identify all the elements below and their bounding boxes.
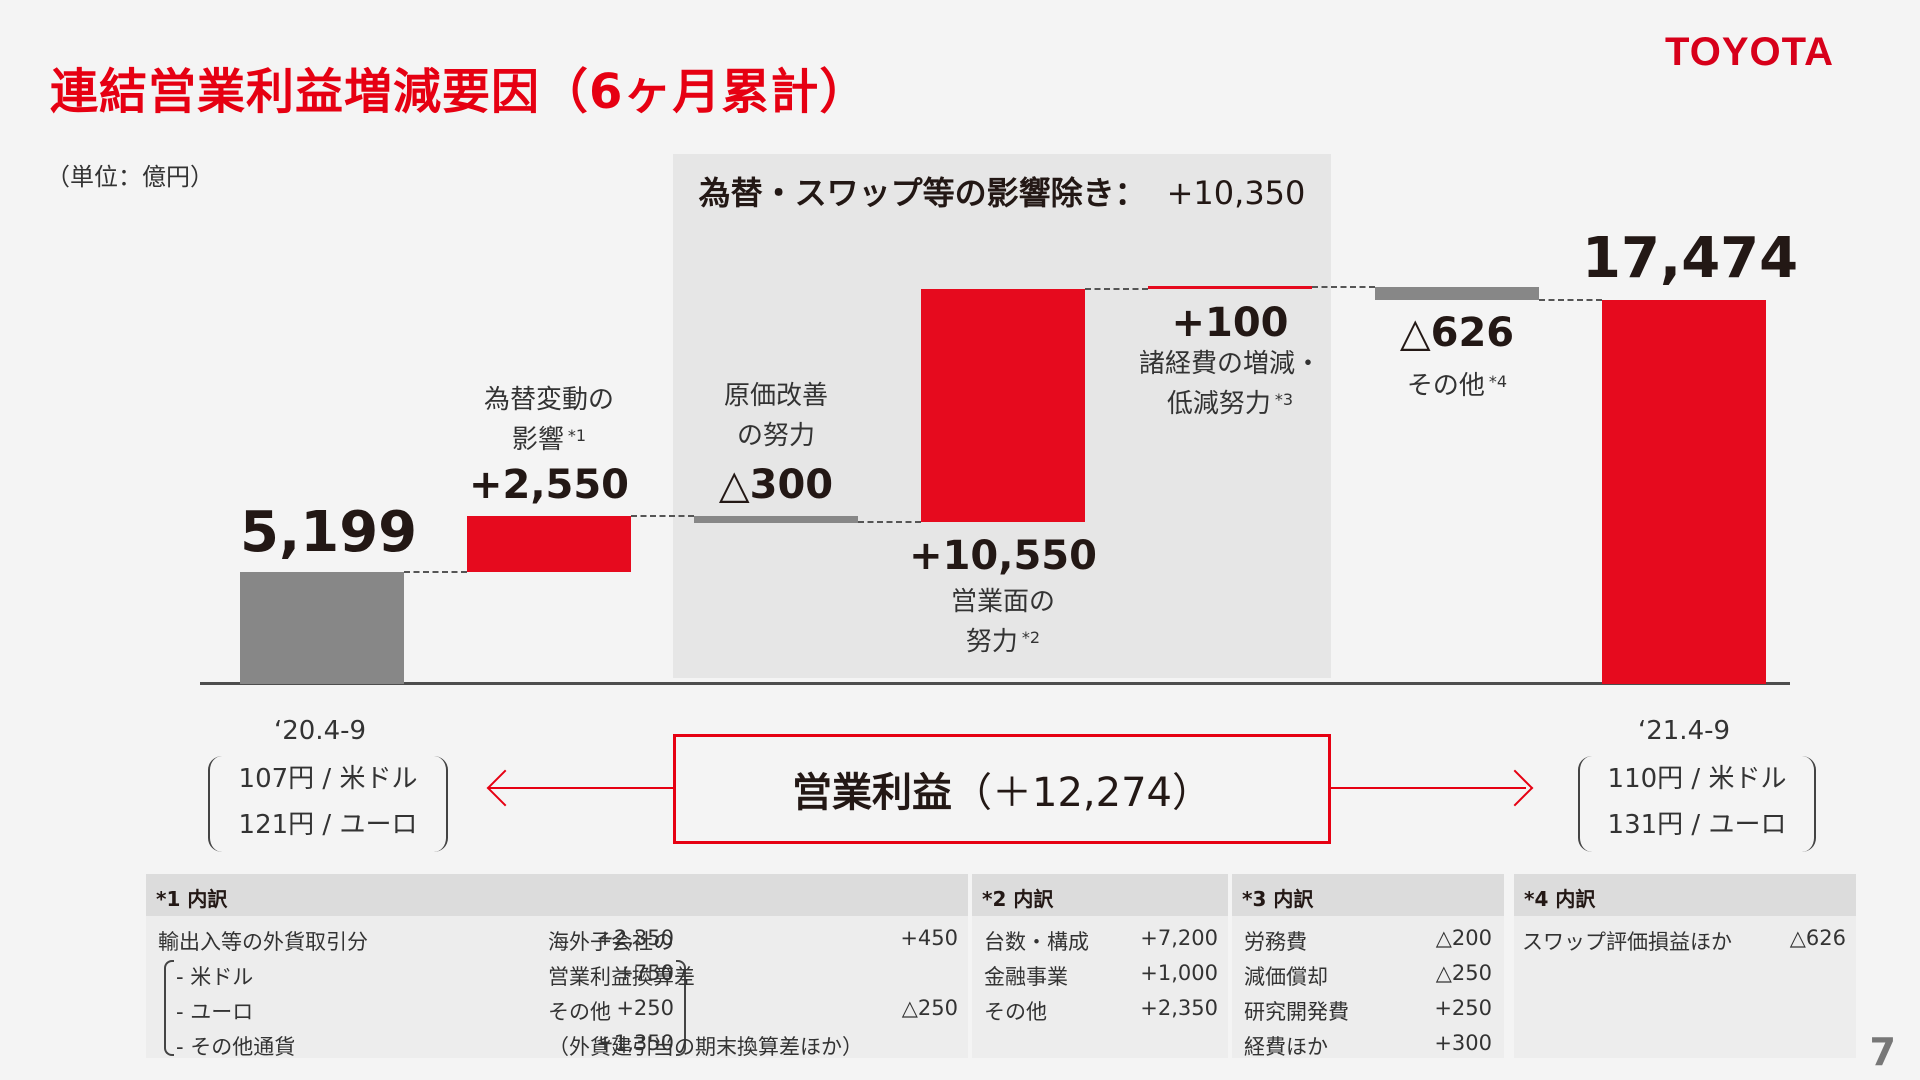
excl-fx-value: +10,350 xyxy=(1166,174,1306,212)
toyota-logo: TOYOTA xyxy=(1665,30,1834,74)
bar-start-total xyxy=(240,572,404,684)
x-axis-baseline xyxy=(200,682,1790,685)
bar-marketing-efforts xyxy=(921,289,1085,522)
page-number: 7 xyxy=(1869,1030,1896,1074)
bracket-right xyxy=(676,960,686,1056)
arrow-left-icon xyxy=(486,769,524,807)
bar-expenses xyxy=(1148,286,1312,289)
note-2-breakdown: *2 内訳 台数・構成 +7,200 金融事業 +1,000 その他 +2,35… xyxy=(972,874,1228,1058)
note-3-row-value: △250 xyxy=(1435,961,1492,985)
unit-label: （単位：億円） xyxy=(46,163,214,191)
note-1-row-value: +450 xyxy=(900,926,958,950)
period-end-rates: 110円 / 米ドル 131円 / ユーロ xyxy=(1578,756,1816,852)
bar-fx-label: 為替変動の 影響 *1 xyxy=(483,385,614,455)
note-3-row-label: 労務費 xyxy=(1244,930,1307,954)
page-title: 連結営業利益増減要因（6ヶ月累計） xyxy=(50,64,869,120)
bar-expense-value: +100 xyxy=(1171,300,1289,346)
note-1-row-label: - その他通貨 xyxy=(176,1035,296,1059)
note-1-row-value: +1,350 xyxy=(596,1031,674,1055)
note-1-breakdown: *1 内訳 輸出入等の外貨取引分 +2,350 - 米ドル +750 - ユーロ… xyxy=(146,874,968,1059)
period-start-label: ‘20.4-9 xyxy=(273,716,367,746)
bar-start-value: 5,199 xyxy=(240,500,418,565)
note-1-title: *1 内訳 xyxy=(146,874,968,916)
bar-other-label: その他 *4 xyxy=(1406,371,1508,401)
note-1-row-label: その他 xyxy=(548,1000,611,1024)
note-4-breakdown: *4 内訳 スワップ評価損益ほか △626 xyxy=(1514,874,1856,1058)
note-3-title: *3 内訳 xyxy=(1232,874,1504,916)
period-start-rates: 107円 / 米ドル 121円 / ユーロ xyxy=(208,756,448,852)
note-3-row-value: +250 xyxy=(1434,996,1492,1020)
note-3-row-value: +300 xyxy=(1434,1031,1492,1055)
bracket-left xyxy=(164,960,174,1056)
bar-cost-reduction xyxy=(694,516,858,523)
arrow-right-line xyxy=(1331,787,1526,789)
excl-fx-label: 為替・スワップ等の影響除き： xyxy=(698,174,1147,212)
bar-cost-value: △300 xyxy=(718,462,834,508)
note-4-row-label: スワップ評価損益ほか xyxy=(1522,930,1732,954)
note-2-row-value: +7,200 xyxy=(1140,926,1218,950)
operating-income-change-box: 営業利益 （＋12,274） xyxy=(673,734,1331,844)
operating-income-label: 営業利益 xyxy=(792,770,953,816)
note-2-row-value: +1,000 xyxy=(1140,961,1218,985)
note-3-row-label: 研究開発費 xyxy=(1244,1000,1349,1024)
bar-expense-label: 諸経費の増減・ 低減努力 *3 xyxy=(1138,349,1321,419)
note-4-row-value: △626 xyxy=(1789,926,1846,950)
connector-line xyxy=(858,521,921,523)
note-1-row-label: 輸出入等の外貨取引分 xyxy=(158,930,368,954)
note-2-row-value: +2,350 xyxy=(1140,996,1218,1020)
note-1-row-label: 海外子会社の xyxy=(548,930,674,954)
bar-fx-impact xyxy=(467,516,631,572)
note-1-row-value: +2,350 xyxy=(596,926,674,950)
note-2-title: *2 内訳 xyxy=(972,874,1228,916)
bar-fx-value: +2,550 xyxy=(468,462,630,508)
note-4-title: *4 内訳 xyxy=(1514,874,1856,916)
bar-ops-label: 営業面の 努力 *2 xyxy=(950,587,1055,657)
bar-other-value: △626 xyxy=(1399,310,1515,356)
note-3-breakdown: *3 内訳 労務費 △200 減価償却 △250 研究開発費 +250 経費ほか… xyxy=(1232,874,1504,1059)
bar-other xyxy=(1375,287,1539,300)
bar-ops-value: +10,550 xyxy=(909,533,1097,579)
note-1-row-label: - 米ドル xyxy=(176,965,254,989)
bar-end-total xyxy=(1602,300,1766,684)
note-3-row-value: △200 xyxy=(1435,926,1492,950)
period-end-label: ‘21.4-9 xyxy=(1637,716,1731,746)
bar-end-value: 17,474 xyxy=(1582,226,1799,291)
arrow-left-line xyxy=(488,787,673,789)
operating-income-change: （＋12,274） xyxy=(952,770,1212,816)
note-1-row-value: +750 xyxy=(616,961,674,985)
note-2-row-label: 金融事業 xyxy=(984,965,1068,989)
arrow-right-icon xyxy=(1496,769,1534,807)
note-1-row-label: （外貨建引当の期末換算差ほか） xyxy=(548,1035,863,1059)
note-1-row-value: △250 xyxy=(901,996,958,1020)
connector-line xyxy=(631,515,694,517)
excl-fx-title: 為替・スワップ等の影響除き： +10,350 xyxy=(673,168,1331,214)
note-2-row-label: 台数・構成 xyxy=(984,930,1089,954)
note-3-row-label: 減価償却 xyxy=(1244,965,1328,989)
note-2-row-label: その他 xyxy=(984,1000,1047,1024)
connector-line xyxy=(1539,299,1602,301)
connector-line xyxy=(1085,288,1148,290)
connector-line xyxy=(404,571,467,573)
bar-cost-label: 原価改善 の努力 xyxy=(723,381,828,451)
note-3-row-label: 経費ほか xyxy=(1244,1035,1328,1059)
note-1-row-label: - ユーロ xyxy=(176,1000,254,1024)
connector-line xyxy=(1312,286,1375,288)
note-1-row-value: +250 xyxy=(616,996,674,1020)
note-1-row-label: 営業利益換算差 xyxy=(548,965,695,989)
